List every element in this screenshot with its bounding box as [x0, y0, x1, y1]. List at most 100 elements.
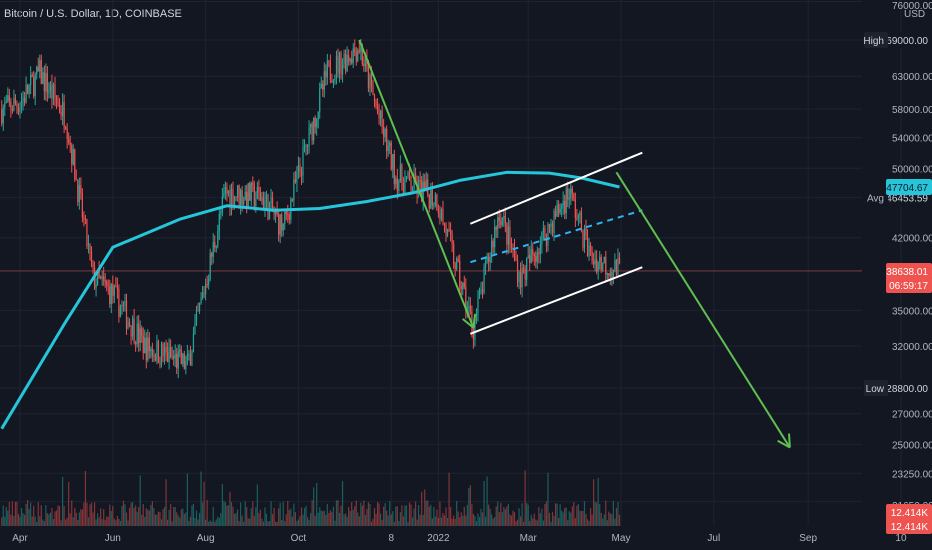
- volume-bar: [192, 503, 195, 526]
- volume-bar: [203, 481, 205, 526]
- volume-bar: [176, 512, 178, 526]
- candle-body: [322, 83, 324, 90]
- volume-bar: [241, 515, 243, 526]
- candle-body: [60, 111, 62, 116]
- candle-body: [535, 256, 537, 262]
- volume-bar: [186, 473, 188, 526]
- volume-bar: [139, 475, 141, 526]
- candle-body: [579, 212, 581, 216]
- candle-body: [440, 208, 443, 220]
- candle-body: [352, 48, 354, 64]
- y-tick-label: 32000.00: [892, 342, 932, 353]
- volume-bar: [335, 500, 338, 526]
- countdown-badge: 06:59:17: [886, 276, 932, 293]
- volume-bar: [124, 504, 126, 526]
- candle-body: [52, 84, 55, 99]
- candle-body: [106, 281, 108, 286]
- candle-body: [574, 199, 576, 218]
- candle-body: [192, 334, 195, 353]
- candle-body: [232, 189, 234, 207]
- volume-bar: [392, 511, 394, 526]
- candle-body: [367, 65, 370, 89]
- volume-bar: [361, 505, 363, 526]
- candle-body: [492, 240, 494, 248]
- volume-bar: [10, 514, 12, 526]
- y-tick-label: 54000.00: [892, 134, 932, 145]
- candle-body: [541, 232, 543, 245]
- candle-body: [387, 145, 389, 151]
- candle-body: [223, 193, 225, 197]
- volume-bar: [378, 503, 380, 526]
- volume-bar: [593, 479, 595, 526]
- volume-bar: [54, 511, 56, 526]
- volume-bar: [224, 502, 227, 526]
- candle-body: [81, 193, 83, 218]
- candle-body: [600, 256, 602, 271]
- grid-lines: [0, 0, 902, 526]
- y-tick-label: 25000.00: [892, 440, 932, 451]
- volume-bar: [311, 500, 313, 526]
- candle-body: [142, 335, 144, 354]
- candle-body: [36, 66, 38, 75]
- volume-bar: [7, 510, 9, 526]
- volume-bar: [535, 519, 537, 526]
- low-price-value-bg: [888, 380, 932, 396]
- volume-bar: [375, 513, 377, 526]
- volume-bar: [513, 512, 516, 526]
- volume-bar: [454, 518, 456, 526]
- down-arrow-2-head: [777, 439, 791, 449]
- candle-body: [100, 277, 102, 279]
- volume-bar: [226, 505, 228, 526]
- candle-body: [145, 337, 147, 361]
- volume-bar: [191, 505, 193, 526]
- candle-body: [256, 186, 258, 200]
- volume-bar: [503, 506, 505, 526]
- volume-bar: [300, 507, 303, 526]
- candle-body: [300, 170, 303, 176]
- candle-body: [270, 197, 272, 204]
- candle-body: [314, 117, 316, 128]
- candle-body: [338, 52, 341, 73]
- x-tick-label: 8: [388, 533, 394, 544]
- candle-body: [509, 226, 511, 245]
- volume-bar: [594, 501, 596, 526]
- candle-body: [92, 262, 94, 268]
- candle-body: [103, 276, 105, 281]
- volume-bar: [92, 512, 94, 526]
- volume-bar: [45, 505, 47, 526]
- candle-body: [133, 318, 135, 343]
- y-tick-label: 50000.00: [892, 164, 932, 175]
- volume-bar: [586, 519, 589, 526]
- y-tick-label: 63000.00: [892, 72, 932, 83]
- candle-body: [328, 60, 330, 62]
- candle-body: [567, 188, 569, 200]
- candle-body: [113, 286, 115, 296]
- candle-body: [75, 179, 77, 181]
- volume-bar: [440, 517, 443, 526]
- candle-body: [503, 215, 505, 218]
- candle-body: [230, 189, 233, 207]
- volume-badge-text: 12.414K: [891, 508, 929, 519]
- candle-body: [466, 306, 468, 311]
- candle-body: [465, 287, 467, 311]
- candle-body: [160, 344, 163, 365]
- volume-bar: [205, 519, 207, 526]
- candle-body: [603, 256, 605, 264]
- volume-bars: [1, 470, 621, 526]
- y-tick-label: 42000.00: [892, 234, 932, 245]
- candle-body: [141, 328, 143, 336]
- candle-body: [227, 190, 230, 194]
- candle-body: [14, 98, 17, 104]
- candle-body: [226, 187, 228, 194]
- candle-body: [229, 190, 231, 207]
- candle-body: [334, 74, 336, 81]
- volume-bar: [442, 512, 444, 526]
- candle-body: [331, 80, 333, 83]
- candle-body: [198, 303, 201, 312]
- candle-body: [498, 217, 500, 222]
- candle-body: [151, 348, 153, 357]
- volume-bar: [297, 519, 300, 526]
- candle-body: [258, 186, 260, 193]
- volume-bar: [189, 516, 192, 526]
